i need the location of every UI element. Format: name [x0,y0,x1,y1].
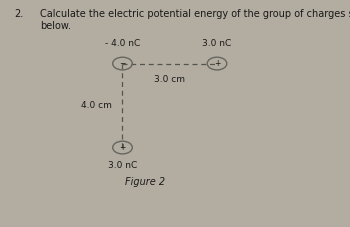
Text: Calculate the electric potential energy of the group of charges shown in Figure : Calculate the electric potential energy … [40,9,350,31]
Text: 4.0 cm: 4.0 cm [81,101,112,110]
Text: 3.0 nC: 3.0 nC [108,161,137,170]
Text: −: − [119,59,126,68]
Text: 2.: 2. [14,9,23,19]
Text: +: + [119,143,126,152]
Text: 3.0 nC: 3.0 nC [202,39,232,48]
Text: 3.0 cm: 3.0 cm [154,75,185,84]
Text: +: + [214,59,220,68]
Text: Figure 2: Figure 2 [125,177,165,187]
Text: - 4.0 nC: - 4.0 nC [105,39,140,48]
